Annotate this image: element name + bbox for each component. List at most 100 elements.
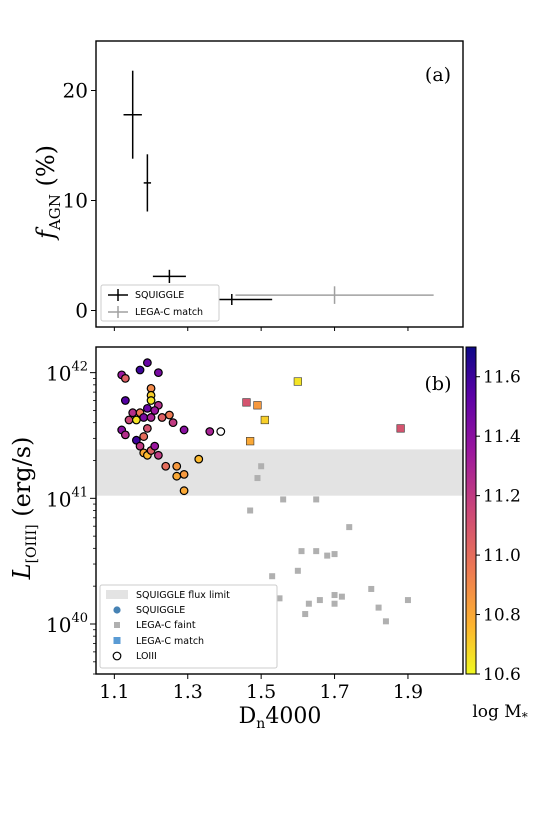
- squiggle-point: [179, 425, 189, 435]
- colorbar-tick-label: 11.0: [483, 546, 521, 566]
- squiggle-point: [120, 396, 130, 405]
- squiggle-errorbar-0: [123, 70, 142, 159]
- legend-flux-limit-label: SQUIGGLE flux limit: [136, 590, 230, 601]
- legend-legac-faint-label: LEGA-C faint: [136, 620, 196, 631]
- squiggle-point: [124, 415, 134, 425]
- panel-b-x-tick-label: 1.9: [393, 681, 423, 703]
- squiggle-point: [153, 450, 163, 460]
- panel-b-x-tick-label: 1.5: [246, 681, 276, 703]
- panel-b-x-tick-label: 1.7: [319, 681, 349, 703]
- legend-squiggle-marker: [113, 606, 121, 614]
- squiggle-point: [120, 430, 130, 440]
- squiggle-point: [172, 471, 182, 481]
- panel-a-y-tick-label: 0: [75, 299, 88, 323]
- colorbar-ticks: 10.6 10.8 11.0 11.2 11.4 11.6: [476, 368, 521, 685]
- squiggle-point: [139, 413, 149, 422]
- panel-a-data: [123, 70, 434, 305]
- legac-faint-point: [324, 552, 331, 559]
- legac-match-point: [396, 424, 405, 433]
- legac-faint-point: [247, 507, 254, 514]
- legac-match-point: [293, 377, 302, 386]
- squiggle-point: [120, 374, 130, 383]
- panel-b-y-axis-label: L[OIII] (erg/s): [8, 437, 40, 581]
- legac-faint-point: [269, 573, 276, 580]
- legac-faint-point: [313, 548, 320, 555]
- colorbar-tick-label: 11.2: [483, 487, 521, 507]
- legend-flux-limit-swatch: [106, 590, 128, 599]
- squiggle-point: [142, 403, 152, 413]
- squiggle-point: [146, 396, 156, 405]
- colorbar-gradient: [465, 346, 477, 675]
- legac-faint-point: [313, 496, 320, 503]
- panel-b-legend: SQUIGGLE flux limit SQUIGGLE LEGA-C fain…: [99, 584, 278, 669]
- legac-faint-point: [382, 618, 389, 625]
- legac-match-point: [242, 398, 251, 407]
- panel-b-label: (b): [425, 373, 452, 395]
- squiggle-errorbar-1: [143, 154, 152, 212]
- squiggle-point: [150, 441, 160, 451]
- squiggle-point: [157, 413, 167, 422]
- panel-b-y-tick-label: 1042: [46, 360, 88, 386]
- legend-legac-match-errorbar-icon: [108, 306, 128, 318]
- squiggle-errorbar-2: [152, 269, 186, 283]
- squiggle-point: [131, 415, 141, 425]
- legac-faint-point: [280, 496, 287, 503]
- panel-a-y-tick-label: 10: [63, 189, 88, 213]
- panel-a-legend-squiggle: SQUIGGLE: [135, 290, 184, 301]
- legend-legac-match-label: LEGA-C match: [136, 636, 204, 647]
- squiggle-point: [179, 486, 189, 496]
- legac-faint-point: [302, 611, 309, 618]
- legac-faint-point: [368, 585, 375, 592]
- legac-faint-point: [331, 592, 338, 599]
- legac-match-point: [260, 415, 269, 425]
- squiggle-point: [168, 418, 178, 428]
- legac-faint-point: [258, 463, 265, 470]
- legac-faint-point: [298, 548, 305, 555]
- squiggle-point: [128, 408, 138, 418]
- squiggle-point: [146, 413, 156, 422]
- squiggle-point: [150, 406, 160, 415]
- squiggle-point: [153, 368, 163, 378]
- squiggle-point: [205, 427, 215, 436]
- colorbar-label: log M*: [472, 702, 527, 724]
- panel-b-y-tick-label: 1041: [46, 485, 88, 511]
- flux-limit-band: [97, 449, 463, 496]
- legac-match-errorbar-0: [235, 286, 434, 304]
- panel-a-legend-box: [100, 284, 220, 322]
- legac-faint-point: [331, 600, 338, 607]
- panel-a-label: (a): [425, 64, 451, 86]
- legac-faint-point: [276, 595, 283, 602]
- loiii-open-point: [216, 427, 226, 436]
- panel-a: 0 10 20 (a) fAGN (%) SQUIGGLE LEGA-C match: [32, 40, 464, 331]
- legend-squiggle-label: SQUIGGLE: [136, 605, 185, 616]
- legend-squiggle-errorbar-icon: [108, 289, 128, 301]
- squiggle-point: [172, 461, 182, 471]
- legac-faint-point: [375, 604, 382, 611]
- squiggle-point: [194, 454, 204, 464]
- colorbar-tick-label: 11.4: [483, 427, 521, 447]
- squiggle-point: [139, 432, 149, 441]
- squiggle-point: [135, 365, 145, 375]
- legac-match-point: [253, 401, 262, 410]
- legend-loiii-marker: [112, 651, 122, 661]
- legac-faint-point: [316, 597, 323, 604]
- legac-faint-point: [294, 567, 301, 574]
- legac-faint-point: [305, 600, 312, 607]
- legend-legac-match-marker: [113, 637, 121, 644]
- panel-b-x-ticks: 1.1 1.3 1.5 1.7 1.9: [99, 674, 423, 703]
- squiggle-point: [142, 424, 152, 433]
- panel-b-x-axis-label: Dn4000: [239, 704, 322, 732]
- panel-a-legend: SQUIGGLE LEGA-C match: [100, 284, 220, 322]
- legac-faint-point: [346, 524, 353, 531]
- legac-match-point: [246, 437, 255, 446]
- panel-a-frame: [95, 40, 464, 328]
- colorbar-tick-label: 11.6: [483, 368, 521, 388]
- squiggle-point: [179, 470, 189, 479]
- legac-faint-point: [254, 475, 261, 482]
- squiggle-point: [164, 410, 174, 420]
- panel-a-y-axis-label: fAGN (%): [32, 145, 64, 241]
- legac-faint-point: [331, 551, 338, 558]
- panel-a-y-tick-label: 20: [63, 79, 88, 103]
